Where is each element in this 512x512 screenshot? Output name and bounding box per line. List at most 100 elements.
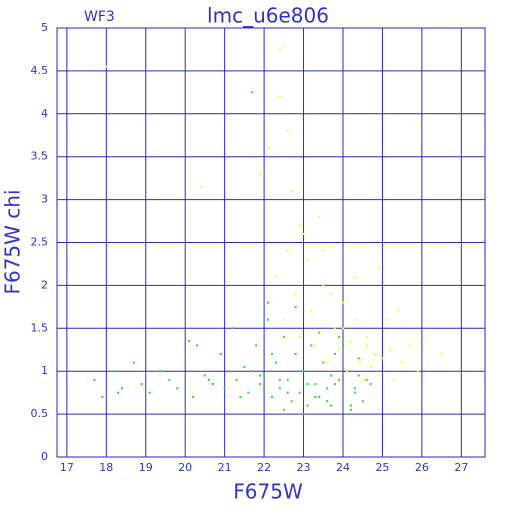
point [121, 387, 124, 390]
point [389, 348, 392, 351]
point [251, 370, 254, 373]
x-tick-label: 27 [454, 461, 468, 474]
point [219, 353, 222, 356]
point [322, 250, 325, 253]
plot-frame [56, 27, 486, 458]
point [160, 370, 163, 373]
y-tick-label: 4.5 [31, 64, 49, 77]
y-tick-label: 2.5 [31, 236, 49, 249]
point [349, 404, 352, 407]
point [148, 391, 151, 394]
y-tick-label: 3 [41, 193, 48, 206]
x-tick-label: 21 [218, 461, 232, 474]
point [341, 301, 344, 304]
point [192, 395, 195, 398]
point [294, 305, 297, 308]
point [349, 340, 352, 343]
point [306, 383, 309, 386]
point [338, 335, 341, 338]
point [207, 378, 210, 381]
point [353, 391, 356, 394]
point [357, 374, 360, 377]
point [334, 327, 337, 330]
point [227, 370, 230, 373]
point [353, 275, 356, 278]
point [357, 361, 360, 364]
point [294, 292, 297, 295]
point [353, 387, 356, 390]
x-tick-label: 26 [415, 461, 429, 474]
point [440, 353, 443, 356]
point [334, 353, 337, 356]
point [393, 378, 396, 381]
point [397, 310, 400, 313]
point [353, 318, 356, 321]
point [113, 370, 116, 373]
point [267, 147, 270, 150]
y-tick-label: 5 [41, 21, 48, 34]
y-axis-title: F675W chi [1, 189, 25, 294]
point [267, 318, 270, 321]
point [105, 65, 108, 68]
point [239, 395, 242, 398]
point [298, 391, 301, 394]
x-tick-label: 17 [60, 461, 74, 474]
y-tick-label: 2 [41, 278, 48, 291]
point [184, 361, 187, 364]
point [294, 353, 297, 356]
x-tick-label: 23 [297, 461, 311, 474]
point [365, 378, 368, 381]
point [117, 391, 120, 394]
point [322, 361, 325, 364]
point [341, 344, 344, 347]
point [365, 335, 368, 338]
point [330, 292, 333, 295]
point [290, 400, 293, 403]
point [409, 344, 412, 347]
point [196, 344, 199, 347]
point [424, 340, 427, 343]
point [101, 395, 104, 398]
y-tick-label: 0 [41, 450, 48, 463]
point [188, 340, 191, 343]
point [278, 48, 281, 51]
y-tick-label: 3.5 [31, 150, 49, 163]
point [282, 44, 285, 47]
point [318, 215, 321, 218]
point [263, 387, 266, 390]
point [270, 353, 273, 356]
point [211, 383, 214, 386]
point [330, 404, 333, 407]
point [377, 267, 380, 270]
point [278, 95, 281, 98]
point [156, 370, 159, 373]
point [373, 353, 376, 356]
point [306, 258, 309, 261]
point [365, 344, 368, 347]
annotation: WF3 [84, 9, 115, 25]
y-tick-label: 4 [41, 107, 48, 120]
point [259, 374, 262, 377]
x-tick-label: 24 [336, 461, 350, 474]
point [310, 344, 313, 347]
point [267, 301, 270, 304]
point [385, 318, 388, 321]
point [345, 370, 348, 373]
y-tick-label: 1 [41, 364, 48, 377]
y-tick-label: 1.5 [31, 321, 49, 334]
point [286, 129, 289, 132]
point [338, 378, 341, 381]
point [302, 370, 305, 373]
point [274, 361, 277, 364]
point [381, 357, 384, 360]
point [255, 344, 258, 347]
point [203, 374, 206, 377]
y-tick-label: 0.5 [31, 407, 49, 420]
point [326, 387, 329, 390]
point [341, 327, 344, 330]
point [369, 365, 372, 368]
point [132, 361, 135, 364]
point [318, 331, 321, 334]
point [231, 327, 234, 330]
